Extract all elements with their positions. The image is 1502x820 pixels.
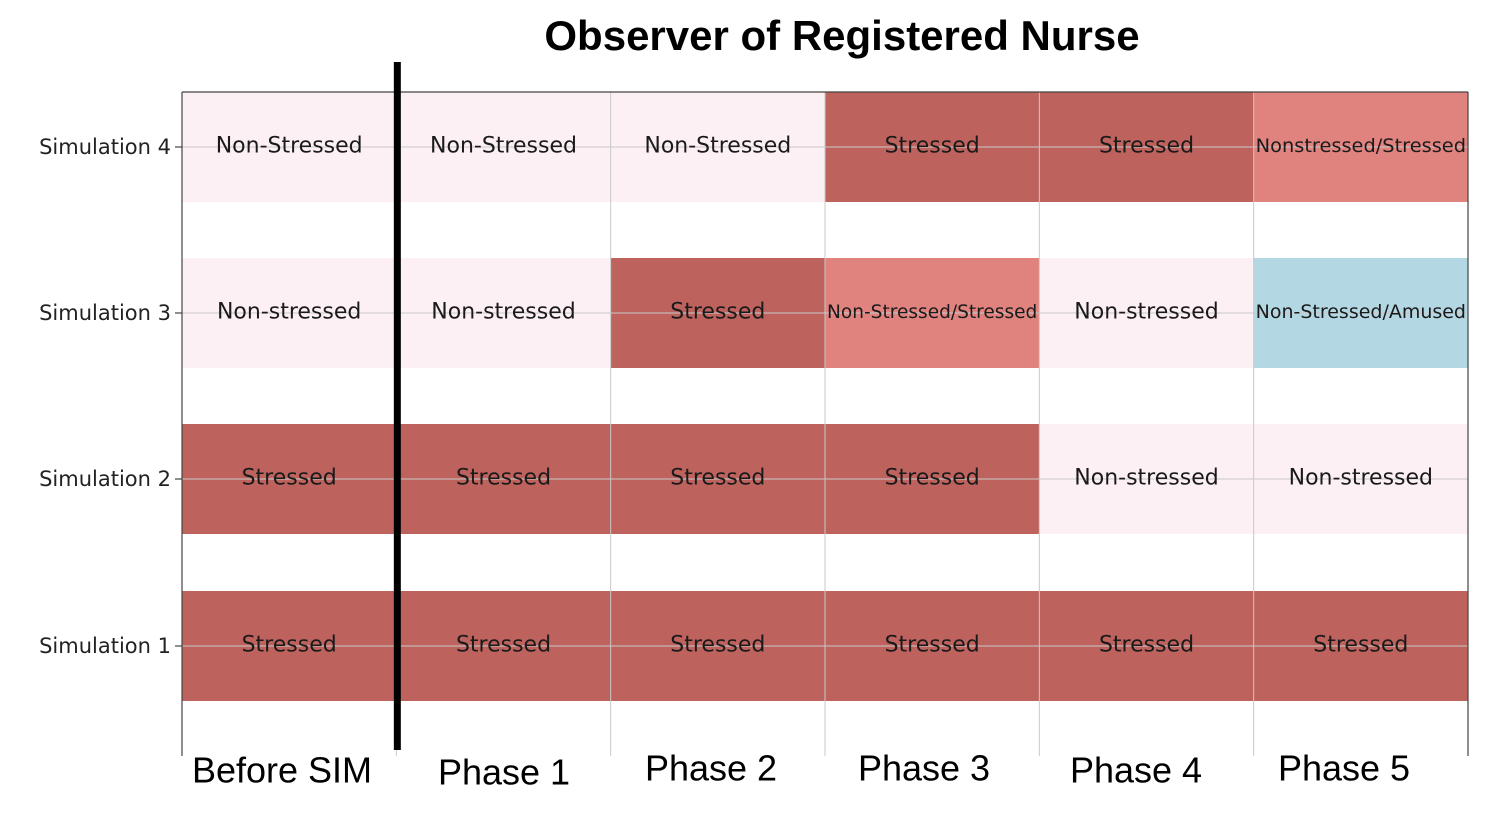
- cell-label: Non-Stressed: [216, 134, 363, 159]
- y-tick-label: Simulation 2: [39, 467, 171, 491]
- cell-label: Non-Stressed/Amused: [1256, 301, 1466, 323]
- cell-label: Stressed: [456, 633, 551, 658]
- cell-label: Stressed: [456, 466, 551, 491]
- chart-title: Observer of Registered Nurse: [544, 12, 1139, 59]
- cell-label: Non-stressed: [1074, 466, 1218, 491]
- axes-layer: [181, 62, 1469, 756]
- cell-label: Stressed: [1099, 134, 1194, 159]
- cell-label: Non-stressed: [1289, 466, 1433, 491]
- cell-label: Nonstressed/Stressed: [1256, 135, 1466, 157]
- x-tick-label: Phase 5: [1278, 748, 1410, 789]
- cell-label: Stressed: [670, 300, 765, 325]
- cell-labels-layer: Stressed Stressed Stressed Stressed Stressed…: [216, 134, 1466, 658]
- cell-label: Stressed: [885, 466, 980, 491]
- x-tick-label: Phase 2: [645, 748, 777, 789]
- cell-label: Non-stressed: [1074, 300, 1218, 325]
- cell-label: Stressed: [670, 633, 765, 658]
- cell-label: Stressed: [242, 466, 337, 491]
- cell-label: Non-stressed: [217, 300, 361, 325]
- cell-label: Non-Stressed/Stressed: [827, 301, 1037, 323]
- cell-label: Stressed: [885, 134, 980, 159]
- y-tick-label: Simulation 4: [39, 135, 171, 159]
- y-tick-label: Simulation 3: [39, 301, 171, 325]
- x-tick-label: Before SIM: [192, 750, 372, 791]
- x-tick-label: Phase 1: [438, 752, 570, 793]
- cell-label: Non-stressed: [431, 300, 575, 325]
- cell-label: Non-Stressed: [430, 134, 577, 159]
- cell-label: Stressed: [885, 633, 980, 658]
- cell-label: Stressed: [1313, 633, 1408, 658]
- tick-labels-layer: Simulation 1 Simulation 2 Simulation 3 Simu…: [39, 135, 1410, 793]
- cell-label: Stressed: [670, 466, 765, 491]
- cell-label: Stressed: [1099, 633, 1194, 658]
- cell-label: Non-Stressed: [644, 134, 791, 159]
- cell-label: Stressed: [242, 633, 337, 658]
- y-tick-label: Simulation 1: [39, 634, 171, 658]
- x-tick-label: Phase 3: [858, 748, 990, 789]
- x-tick-label: Phase 4: [1070, 750, 1202, 791]
